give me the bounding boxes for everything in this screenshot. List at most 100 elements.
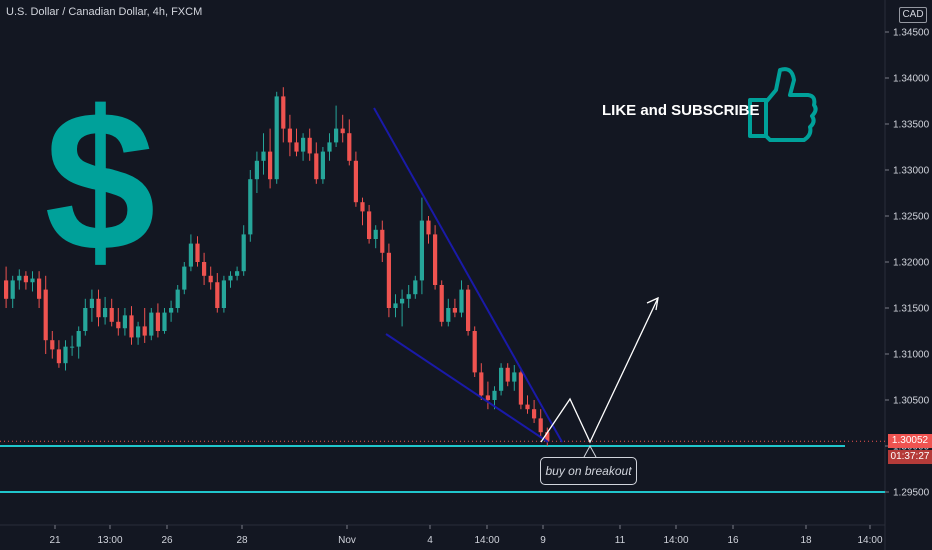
candle-body xyxy=(347,133,352,161)
candle-body xyxy=(281,96,286,129)
candle-body xyxy=(221,280,226,308)
candle-body xyxy=(208,275,213,283)
candle-body xyxy=(268,151,273,180)
candle-body xyxy=(320,151,325,180)
candle-body xyxy=(294,142,299,152)
x-tick-label: 21 xyxy=(49,535,61,546)
y-tick-label: 1.34500 xyxy=(893,28,930,39)
x-tick-label: 9 xyxy=(540,535,546,546)
candle-body xyxy=(518,372,523,405)
candle-body xyxy=(446,308,451,322)
candle-body xyxy=(413,280,418,295)
candle-body xyxy=(367,211,372,239)
candle-body xyxy=(485,395,490,400)
x-tick-label: 14:00 xyxy=(857,535,882,546)
candle-body xyxy=(70,346,75,348)
candle-body xyxy=(459,289,464,313)
candle-body xyxy=(439,285,444,322)
y-tick-label: 1.32000 xyxy=(893,258,930,269)
x-tick-label: 4 xyxy=(427,535,433,546)
projection-path xyxy=(540,297,659,444)
candle-body xyxy=(248,179,253,235)
candle-body xyxy=(545,432,550,442)
candle-body xyxy=(195,243,200,262)
y-tick-label: 1.29500 xyxy=(893,488,930,499)
candle-body xyxy=(129,315,134,338)
y-tick-label: 1.33000 xyxy=(893,166,930,177)
candle-body xyxy=(162,312,167,331)
candle-body xyxy=(37,278,42,299)
y-tick-label: 1.33500 xyxy=(893,120,930,131)
candle-body xyxy=(43,289,48,341)
y-tick-label: 1.31500 xyxy=(893,304,930,315)
x-tick-label: 16 xyxy=(727,535,739,546)
candle-body xyxy=(23,275,28,283)
candle-body xyxy=(215,282,220,308)
candle-body xyxy=(50,340,55,350)
candle-body xyxy=(116,321,121,329)
currency-label: CAD xyxy=(899,7,927,23)
dollar-sign-icon: $ xyxy=(44,70,155,293)
wedge-support-line xyxy=(385,333,549,443)
projection-arrowhead xyxy=(646,296,659,311)
candle-body xyxy=(188,243,193,267)
countdown-tag: 01:37:27 xyxy=(888,450,932,464)
like-subscribe-text: LIKE and SUBSCRIBE xyxy=(602,102,760,119)
candle-body xyxy=(89,298,94,308)
candle-body xyxy=(426,220,431,235)
x-tick-label: 14:00 xyxy=(474,535,499,546)
callout-pointer xyxy=(583,444,597,458)
candle-body xyxy=(56,349,61,364)
candle-body xyxy=(512,372,517,382)
candle-body xyxy=(353,160,358,203)
candle-body xyxy=(334,128,339,143)
candle-body xyxy=(149,312,154,336)
candle-body xyxy=(400,298,405,304)
x-tick-label: 14:00 xyxy=(663,535,688,546)
candle-body xyxy=(340,128,345,134)
candle-body xyxy=(287,128,292,143)
x-tick-label: 11 xyxy=(615,535,626,546)
x-tick-label: Nov xyxy=(338,535,356,546)
candle-body xyxy=(30,278,35,283)
candle-body xyxy=(155,312,160,331)
candle-body xyxy=(96,298,101,318)
candle-body xyxy=(538,418,543,433)
candle-body xyxy=(479,372,484,396)
chart-title: U.S. Dollar / Canadian Dollar, 4h, FXCM xyxy=(6,6,203,18)
candle-body xyxy=(433,234,438,285)
candle-body xyxy=(393,303,398,308)
candle-body xyxy=(76,331,81,347)
candle-body xyxy=(63,346,68,364)
candle-body xyxy=(525,404,530,410)
candle-body xyxy=(228,275,233,281)
candle-body xyxy=(274,96,279,180)
candle-body xyxy=(241,234,246,272)
candle-body xyxy=(10,280,15,299)
candle-body xyxy=(122,315,127,329)
candle-body xyxy=(109,308,114,322)
candle-body xyxy=(419,220,424,281)
candle-body xyxy=(373,229,378,239)
candle-body xyxy=(307,137,312,154)
candle-body xyxy=(182,266,187,290)
candle-body xyxy=(380,229,385,253)
candle-body xyxy=(360,202,365,212)
candle-body xyxy=(136,326,141,338)
candle-body xyxy=(386,252,391,308)
thumbs-up-icon xyxy=(748,67,818,142)
candle-body xyxy=(142,326,147,336)
wedge-resistance-line xyxy=(373,107,563,443)
x-tick-label: 26 xyxy=(161,535,173,546)
candle-body xyxy=(254,160,259,180)
y-tick-label: 1.31000 xyxy=(893,350,930,361)
candle-body xyxy=(327,142,332,152)
x-tick-label: 13:00 xyxy=(97,535,122,546)
candle-body xyxy=(235,271,240,276)
candle-body xyxy=(505,367,510,382)
candle-body xyxy=(466,289,471,331)
candle-body xyxy=(532,409,537,419)
candle-body xyxy=(406,294,411,299)
candle-body xyxy=(4,280,9,299)
